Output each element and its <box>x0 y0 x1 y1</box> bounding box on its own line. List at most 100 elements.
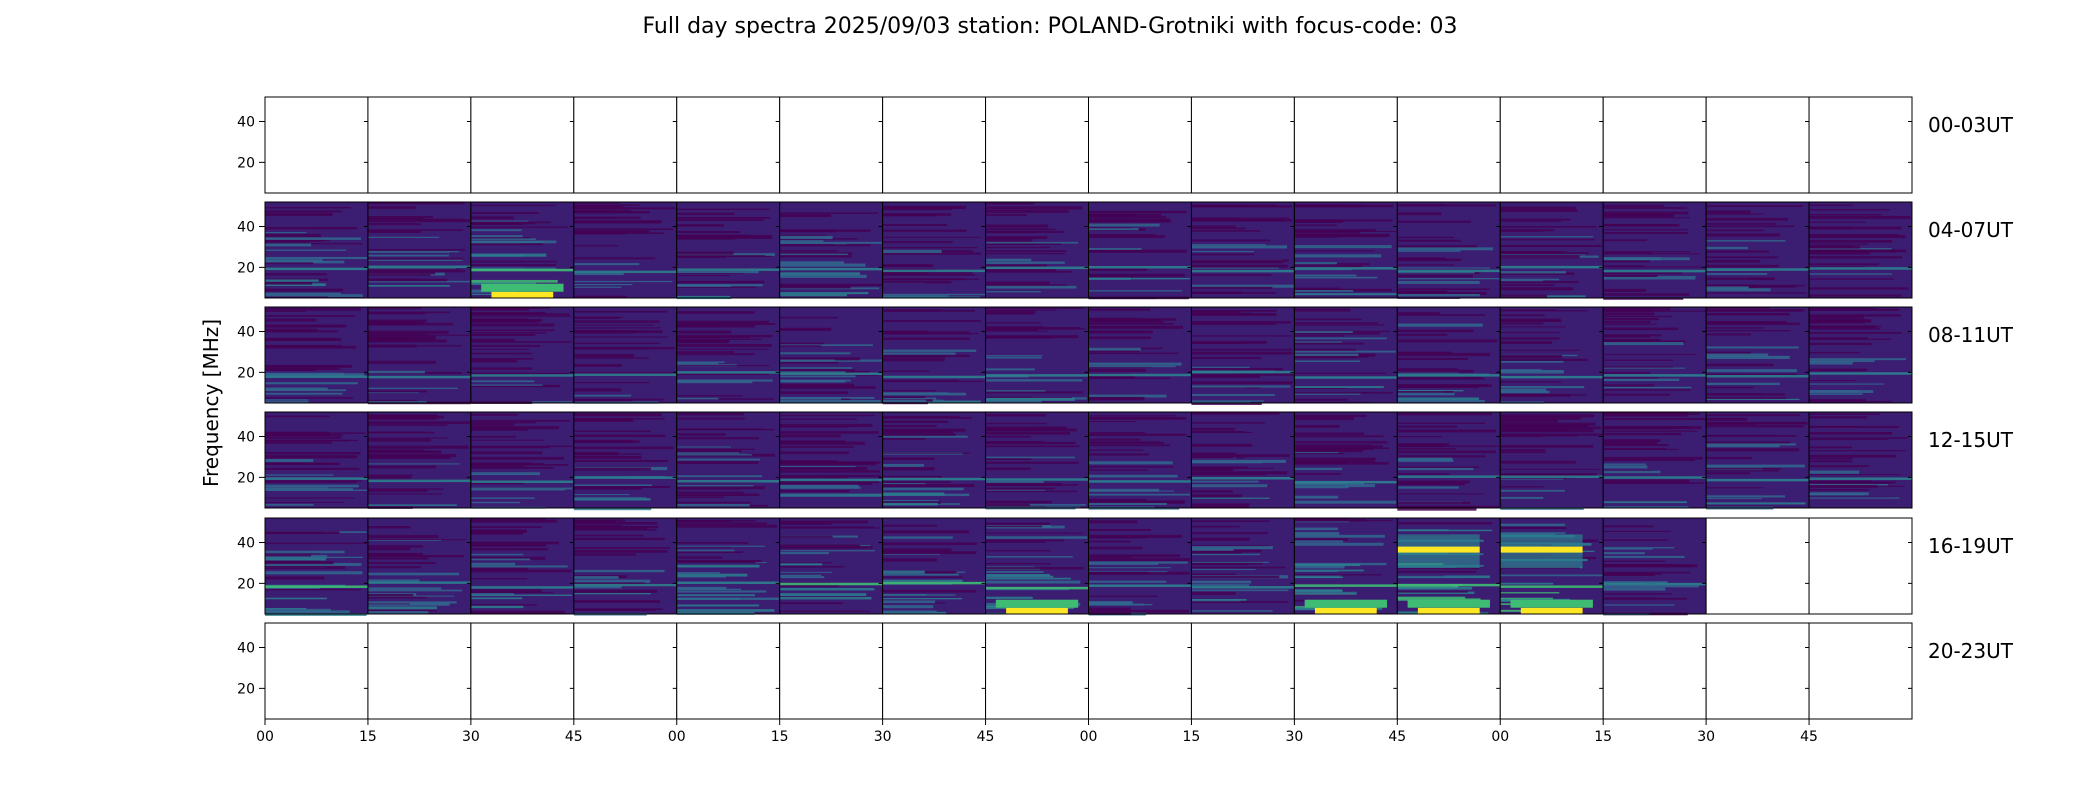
spectral-streak <box>1603 426 1702 430</box>
spectral-streak <box>779 234 827 237</box>
main-band <box>1809 477 1912 480</box>
spectral-streak <box>1088 394 1167 398</box>
spectral-streak <box>676 251 734 255</box>
spectral-streak <box>1706 285 1749 290</box>
spectral-streak <box>1088 528 1151 531</box>
spectral-streak <box>1809 278 1894 280</box>
spectral-streak <box>265 576 325 580</box>
spectral-streak <box>1088 321 1164 323</box>
spectral-streak <box>1294 254 1382 258</box>
spectral-streak <box>367 391 420 394</box>
row-time-label: 12-15UT <box>1928 428 2014 452</box>
spectral-streak <box>985 224 1048 228</box>
spectral-streak <box>1809 245 1853 248</box>
spectral-streak <box>882 399 927 403</box>
spectral-streak <box>1191 375 1261 378</box>
spectral-streak <box>1191 548 1234 551</box>
spectral-streak <box>265 434 331 436</box>
spectral-streak <box>882 415 960 418</box>
spectral-streak <box>1706 321 1780 324</box>
spectral-streak <box>779 467 868 471</box>
spectral-streak <box>1397 436 1443 438</box>
spectral-streak <box>779 565 845 568</box>
spectral-streak <box>1191 284 1294 288</box>
spectral-streak <box>1603 386 1692 389</box>
spectral-streak <box>985 209 1069 213</box>
spectral-streak <box>1191 244 1266 246</box>
spectral-streak <box>1191 443 1253 447</box>
spectral-streak <box>1294 500 1397 504</box>
spectral-streak <box>1294 445 1383 448</box>
spectral-streak <box>573 494 630 496</box>
spectral-streak <box>1809 249 1897 253</box>
spectral-streak <box>1191 532 1268 535</box>
spectral-streak <box>882 501 941 504</box>
spectral-streak <box>1191 322 1277 325</box>
spectral-streak <box>985 577 1072 580</box>
spectral-streak <box>1603 456 1703 460</box>
spectral-streak <box>470 526 543 529</box>
spectral-streak <box>779 418 858 420</box>
spectrum-panel <box>1088 201 1192 300</box>
spectral-streak <box>470 307 530 311</box>
spectral-streak <box>1397 264 1455 266</box>
empty-panel <box>470 97 574 193</box>
spectral-streak <box>882 208 953 211</box>
panel-background <box>1500 202 1604 298</box>
spectral-streak <box>882 205 967 209</box>
spectral-streak <box>1500 322 1544 325</box>
spectrum-panel <box>676 201 781 300</box>
spectral-streak <box>985 355 1043 357</box>
spectral-streak <box>1294 574 1382 576</box>
spectrum-panel <box>367 306 472 405</box>
main-band <box>265 267 368 271</box>
spectral-streak <box>1809 390 1860 392</box>
panel-background <box>573 518 677 614</box>
spectrum-panel <box>676 96 781 194</box>
spectral-streak <box>573 569 665 573</box>
empty-panel <box>1397 623 1501 719</box>
spectral-streak <box>1809 319 1872 322</box>
spectral-streak <box>1294 569 1364 572</box>
spectrum-panel <box>1190 201 1295 299</box>
spectral-streak <box>1191 261 1284 264</box>
spectral-streak <box>470 323 555 327</box>
spectral-streak <box>779 241 883 244</box>
spectral-streak <box>573 327 661 329</box>
spectral-streak <box>470 348 530 350</box>
spectral-streak <box>1500 218 1571 221</box>
spectral-streak <box>1603 265 1645 267</box>
spectral-streak <box>1809 328 1881 330</box>
spectral-streak <box>882 379 959 382</box>
spectral-streak <box>573 381 650 384</box>
spectral-streak <box>1088 249 1187 253</box>
spectral-streak <box>1294 518 1350 522</box>
spectral-streak <box>1294 467 1343 471</box>
x-tick-label: 30 <box>1697 729 1715 745</box>
spectral-streak <box>1500 451 1546 454</box>
spectral-streak <box>265 571 363 575</box>
main-band <box>1706 268 1810 271</box>
spectrum-panel <box>470 96 575 194</box>
spectral-streak <box>882 483 975 488</box>
panel-border <box>1808 411 1913 509</box>
spectral-streak <box>1294 335 1345 337</box>
spectral-streak <box>1809 235 1906 239</box>
spectral-streak <box>985 285 1077 289</box>
spectral-streak <box>1706 240 1786 242</box>
spectral-streak <box>1809 488 1870 491</box>
spectral-streak <box>1191 227 1246 230</box>
spectral-streak <box>1397 368 1458 371</box>
main-band <box>470 374 574 377</box>
spectral-streak <box>882 492 945 496</box>
spectral-streak <box>1603 378 1680 382</box>
spectral-streak <box>573 579 651 583</box>
spectral-streak <box>1500 244 1602 247</box>
empty-panel <box>1809 518 1912 614</box>
spectral-streak <box>367 445 469 449</box>
spectral-streak <box>1706 397 1787 400</box>
main-band <box>265 477 368 480</box>
spectral-streak <box>1191 561 1269 563</box>
main-band <box>882 269 986 273</box>
spectral-streak <box>265 328 318 332</box>
